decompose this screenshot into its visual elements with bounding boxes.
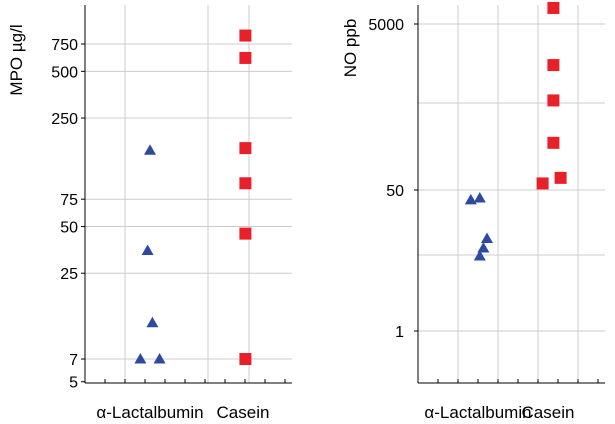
- y-axis-title: MPO µg/l: [7, 24, 26, 95]
- y-tick-label: 75: [60, 192, 78, 209]
- square-marker: [239, 51, 252, 64]
- y-tick-label: 50: [386, 183, 404, 200]
- triangle-marker: [481, 232, 493, 244]
- square-marker: [239, 353, 252, 366]
- triangle-marker: [464, 193, 477, 205]
- triangle-marker: [146, 316, 159, 328]
- y-tick-label: 500: [51, 64, 78, 81]
- square-marker: [547, 59, 560, 72]
- category-label: α-Lactalbumin: [96, 403, 203, 422]
- triangle-marker: [153, 353, 166, 364]
- square-marker: [239, 142, 252, 155]
- triangle-marker: [477, 242, 490, 253]
- triangle-marker: [134, 353, 147, 364]
- square-marker: [536, 177, 549, 190]
- y-tick-label: 250: [51, 111, 78, 128]
- square-marker: [239, 227, 252, 240]
- y-tick-label: 1: [395, 324, 404, 341]
- y-tick-label: 750: [51, 37, 78, 54]
- square-marker: [547, 94, 560, 107]
- y-tick-label: 5: [69, 375, 78, 392]
- category-label: α-Lactalbumin: [424, 403, 531, 422]
- category-label: Casein: [217, 403, 270, 422]
- square-marker: [547, 136, 560, 149]
- category-label: Casein: [522, 403, 575, 422]
- y-tick-label: 50: [60, 220, 78, 237]
- square-marker: [239, 29, 252, 42]
- y-axis-title: NO ppb: [341, 19, 360, 78]
- triangle-marker: [473, 192, 486, 203]
- y-tick-label: 5000: [368, 17, 404, 34]
- square-marker: [239, 177, 252, 190]
- triangle-marker: [473, 250, 486, 261]
- y-tick-label: 7: [69, 352, 78, 369]
- triangle-marker: [141, 244, 154, 256]
- y-tick-label: 25: [60, 266, 78, 283]
- triangle-marker: [144, 144, 156, 155]
- square-marker: [554, 171, 567, 184]
- square-marker: [547, 1, 560, 14]
